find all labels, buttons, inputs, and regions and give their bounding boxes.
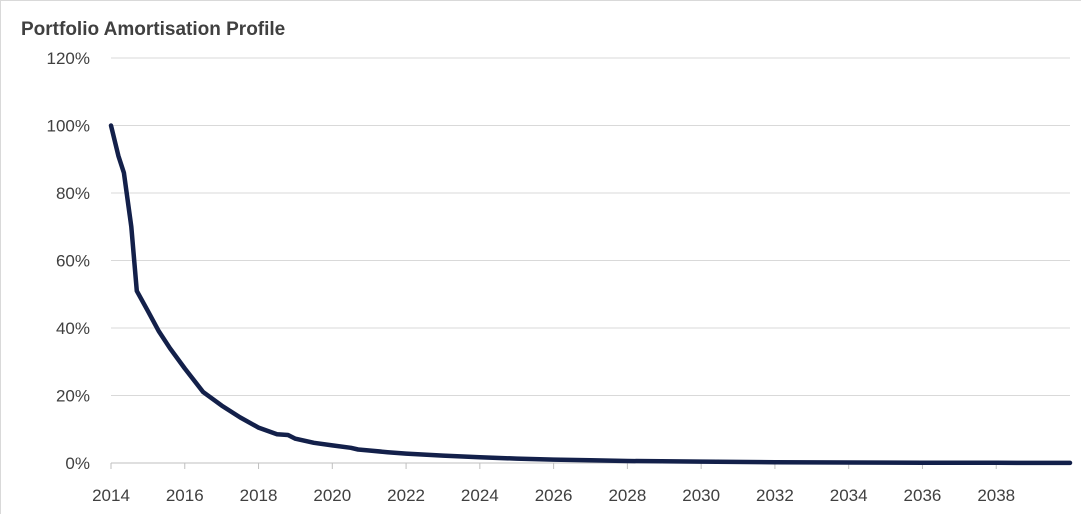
x-tick-label: 2014 — [92, 486, 130, 505]
x-tick-label: 2034 — [830, 486, 868, 505]
grid-layer — [111, 57, 1070, 396]
x-tick-label: 2024 — [461, 486, 499, 505]
x-tick-label: 2016 — [166, 486, 204, 505]
axis-layer: 0% 20% 40% 60% 80% 100% 120% 2014 2016 2018 2020 20… — [47, 49, 1070, 505]
x-tick-label: 2038 — [977, 486, 1015, 505]
y-tick-label: 40% — [56, 319, 90, 338]
series-line — [108, 123, 1073, 466]
y-tick-label: 60% — [56, 252, 90, 271]
y-tick-label: 0% — [65, 454, 90, 473]
x-tick-label: 2030 — [682, 486, 720, 505]
x-tick-label: 2020 — [313, 486, 351, 505]
x-tick-label: 2018 — [240, 486, 278, 505]
x-tick-label: 2028 — [608, 486, 646, 505]
y-tick-label: 20% — [56, 387, 90, 406]
y-tick-label: 120% — [47, 49, 90, 68]
chart-title: Portfolio Amortisation Profile — [21, 19, 286, 40]
x-tick-label: 2032 — [756, 486, 794, 505]
x-tick-label: 2036 — [904, 486, 942, 505]
y-tick-label: 80% — [56, 184, 90, 203]
x-tick-label: 2026 — [535, 486, 573, 505]
x-tick-label: 2022 — [387, 486, 425, 505]
y-tick-label: 100% — [47, 117, 90, 136]
series-layer — [108, 123, 1073, 466]
